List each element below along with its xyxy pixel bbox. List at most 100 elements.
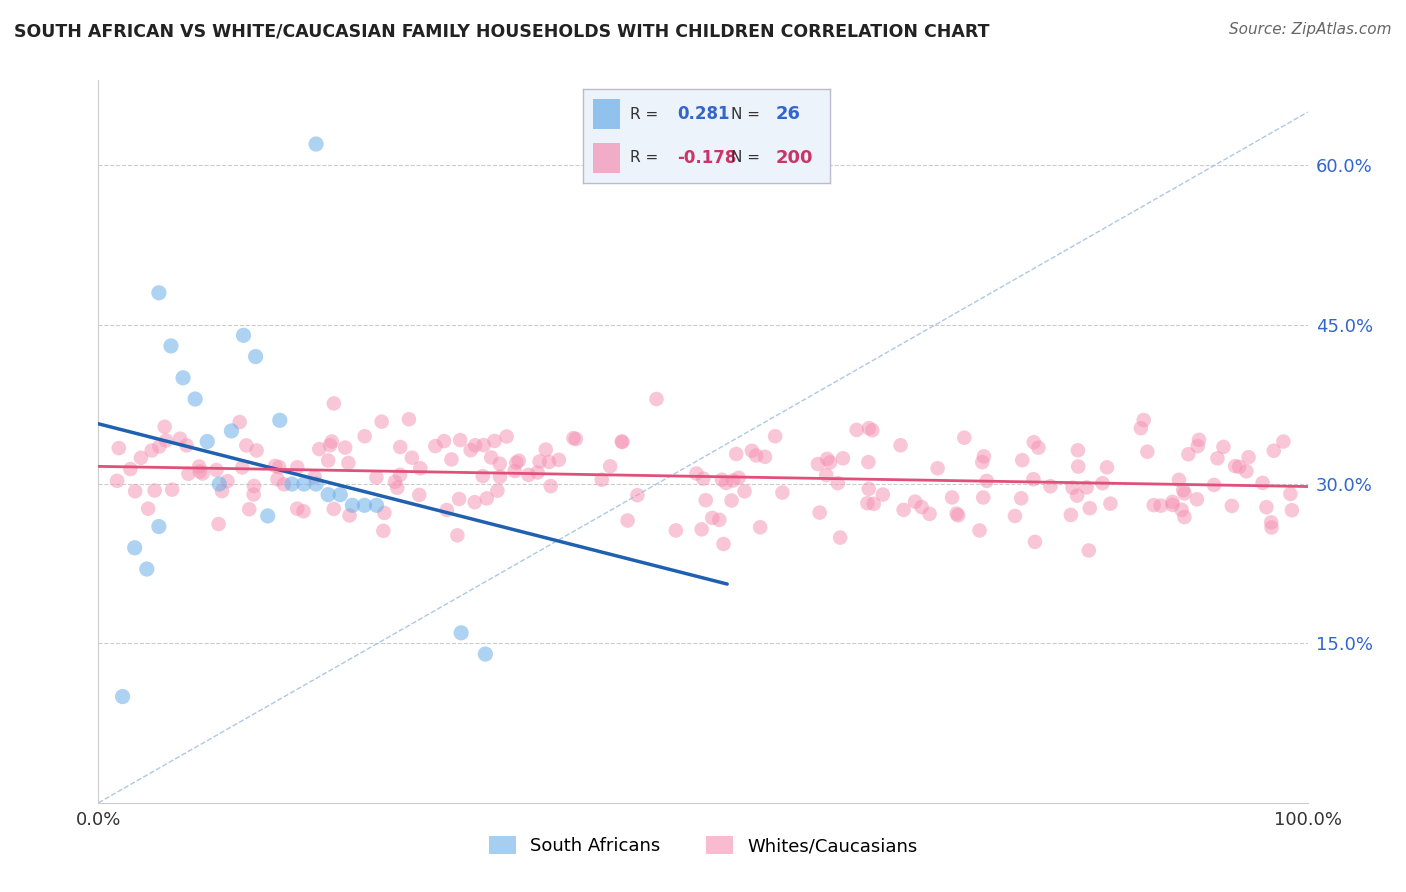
Point bbox=[1168, 473, 1191, 487]
Point bbox=[495, 429, 517, 443]
Point bbox=[208, 477, 231, 491]
Bar bbox=[593, 98, 620, 129]
Point bbox=[702, 511, 724, 525]
Point bbox=[370, 415, 392, 429]
Point bbox=[626, 488, 648, 502]
Point bbox=[1173, 510, 1195, 524]
Point bbox=[858, 482, 880, 496]
Point bbox=[1136, 444, 1159, 458]
Point bbox=[231, 460, 253, 475]
Point bbox=[1223, 459, 1246, 474]
Point bbox=[910, 500, 932, 514]
Point bbox=[645, 392, 668, 406]
Point bbox=[529, 454, 551, 468]
Point bbox=[616, 514, 638, 528]
Point bbox=[612, 434, 634, 449]
Point bbox=[540, 479, 562, 493]
Point bbox=[665, 524, 688, 538]
Point bbox=[526, 466, 548, 480]
Point bbox=[1024, 534, 1046, 549]
Point bbox=[815, 468, 838, 483]
Point bbox=[153, 419, 176, 434]
Point bbox=[211, 484, 233, 499]
Point bbox=[188, 465, 211, 479]
Point bbox=[770, 485, 793, 500]
Text: 26: 26 bbox=[776, 105, 800, 123]
Text: Source: ZipAtlas.com: Source: ZipAtlas.com bbox=[1229, 22, 1392, 37]
Point bbox=[342, 498, 364, 512]
Point bbox=[749, 520, 772, 534]
Point bbox=[129, 450, 152, 465]
Point bbox=[321, 434, 343, 449]
Point bbox=[172, 371, 194, 385]
Point bbox=[292, 477, 315, 491]
Point bbox=[969, 524, 991, 538]
Point bbox=[941, 491, 963, 505]
Point bbox=[446, 528, 468, 542]
Point bbox=[384, 475, 406, 489]
Point bbox=[808, 506, 831, 520]
Point bbox=[436, 503, 458, 517]
Text: 0.281: 0.281 bbox=[678, 105, 730, 123]
Point bbox=[243, 479, 266, 493]
Point bbox=[1173, 486, 1195, 500]
Point bbox=[387, 481, 409, 495]
Point bbox=[245, 350, 267, 364]
Point bbox=[464, 495, 486, 509]
Point bbox=[269, 460, 291, 475]
Point bbox=[124, 484, 146, 499]
Point bbox=[827, 476, 849, 491]
Point bbox=[148, 519, 170, 533]
Point bbox=[389, 440, 412, 454]
Point bbox=[534, 442, 557, 457]
Point bbox=[389, 467, 412, 482]
Point bbox=[273, 477, 295, 491]
Text: R =: R = bbox=[630, 106, 664, 121]
Point bbox=[120, 462, 142, 476]
Point bbox=[845, 423, 868, 437]
Point bbox=[830, 531, 852, 545]
Point bbox=[486, 483, 509, 498]
Point bbox=[927, 461, 949, 475]
Point bbox=[177, 467, 200, 481]
Point bbox=[1185, 492, 1208, 507]
Point bbox=[890, 438, 912, 452]
Point bbox=[1173, 483, 1195, 497]
Point bbox=[488, 457, 510, 471]
Point bbox=[401, 450, 423, 465]
Point bbox=[143, 483, 166, 498]
Point bbox=[1227, 459, 1250, 474]
Point bbox=[734, 484, 756, 499]
Point bbox=[489, 469, 512, 483]
Point bbox=[188, 459, 211, 474]
Point bbox=[433, 434, 456, 449]
Point bbox=[713, 537, 735, 551]
Point bbox=[1039, 479, 1062, 493]
Point bbox=[308, 442, 330, 456]
Point bbox=[1129, 421, 1152, 435]
Point bbox=[160, 339, 183, 353]
Point bbox=[366, 498, 388, 512]
Point bbox=[858, 455, 880, 469]
Point bbox=[339, 508, 361, 523]
Point bbox=[238, 502, 260, 516]
Point bbox=[976, 474, 998, 488]
Point bbox=[727, 471, 749, 485]
Point bbox=[1188, 433, 1211, 447]
Point bbox=[232, 328, 254, 343]
Point bbox=[484, 434, 506, 448]
Point bbox=[508, 453, 530, 467]
Point bbox=[1150, 499, 1173, 513]
Point bbox=[1272, 434, 1295, 449]
Point bbox=[304, 470, 326, 484]
Point bbox=[1170, 503, 1192, 517]
Point bbox=[160, 483, 183, 497]
Point bbox=[1251, 475, 1274, 490]
Point bbox=[505, 456, 527, 470]
Point bbox=[207, 517, 229, 532]
Point bbox=[862, 497, 884, 511]
Point bbox=[221, 424, 243, 438]
Point bbox=[709, 513, 731, 527]
Point bbox=[285, 460, 308, 475]
Point bbox=[333, 441, 356, 455]
